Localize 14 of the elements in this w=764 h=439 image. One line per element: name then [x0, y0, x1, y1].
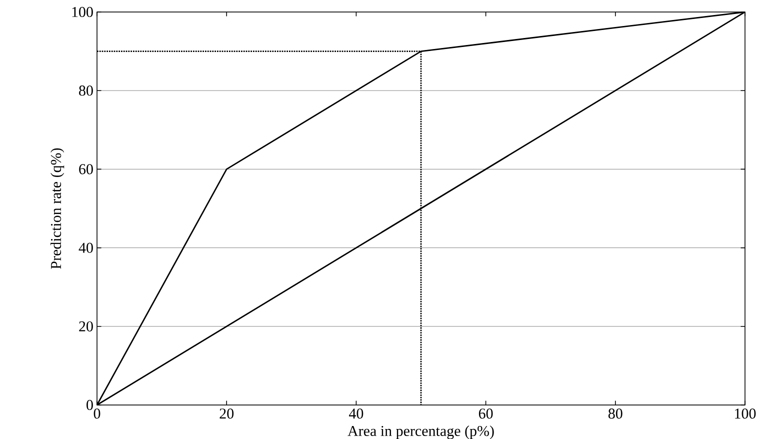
- x-tick-label: 80: [608, 408, 622, 419]
- x-axis-title: Area in percentage (p%): [348, 426, 494, 439]
- y-tick-label: 20: [79, 321, 93, 332]
- x-tick-label: 0: [94, 408, 100, 419]
- y-tick-label: 60: [79, 164, 93, 174]
- y-axis-title: Prediction rate (q%): [50, 148, 64, 269]
- x-tick-label: 20: [220, 408, 234, 419]
- x-tick-label: 60: [478, 408, 493, 419]
- y-tick-label: 40: [78, 242, 93, 253]
- y-tick-label: 100: [72, 6, 93, 18]
- y-tick-label: 80: [79, 86, 93, 96]
- x-tick-label: 100: [735, 408, 756, 419]
- y-tick-label: 0: [86, 400, 93, 410]
- x-tick-label: 40: [349, 408, 364, 419]
